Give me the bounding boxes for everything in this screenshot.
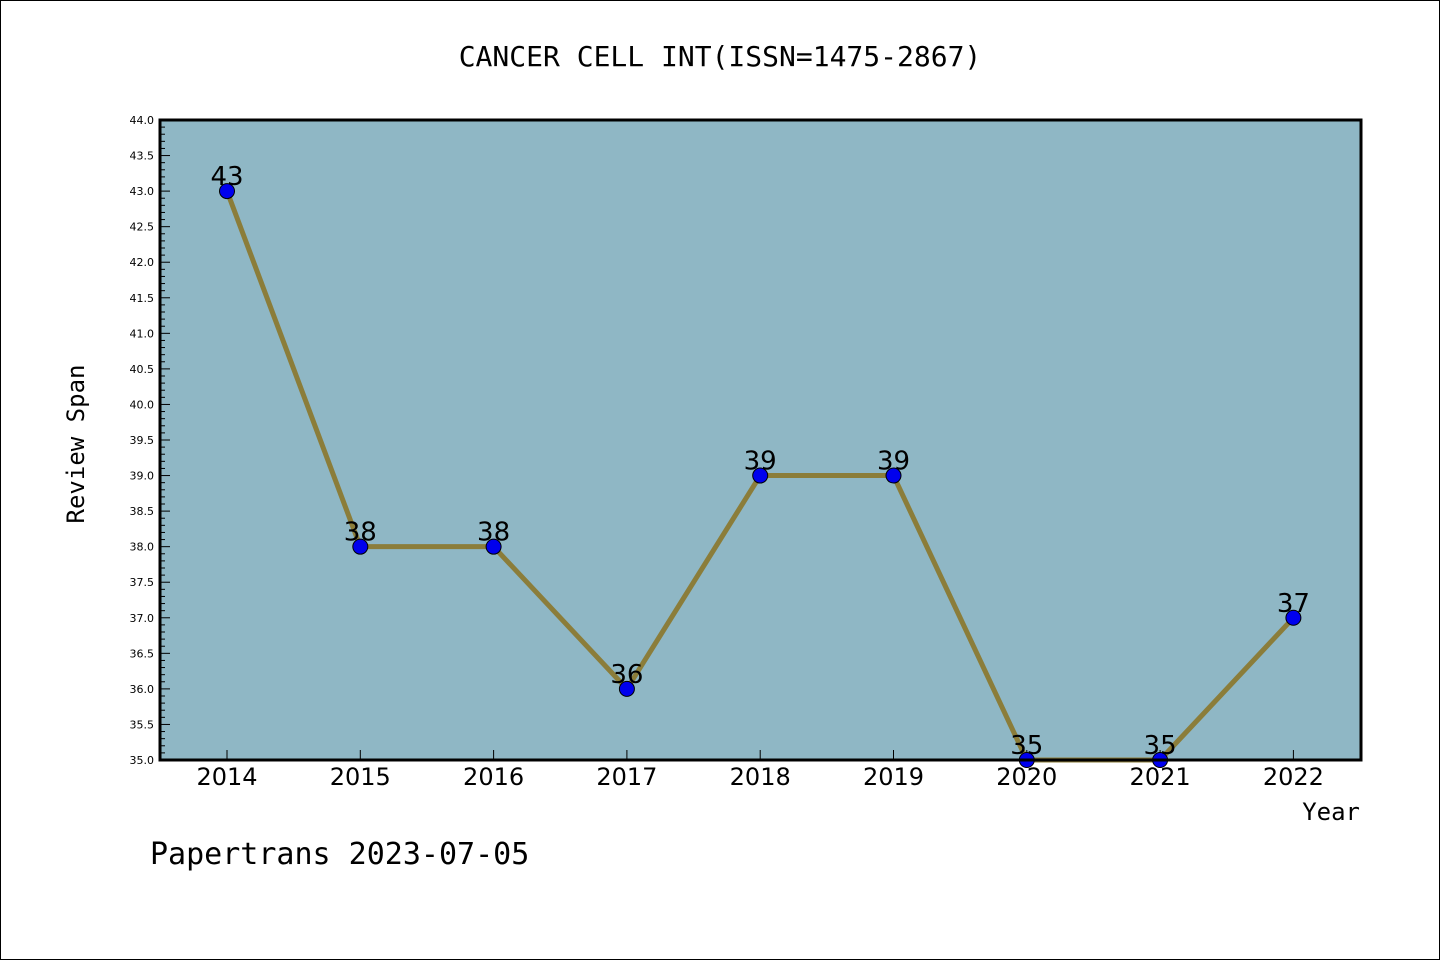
x-tick-label: 2016 <box>463 763 524 791</box>
data-point <box>885 467 902 484</box>
y-tick-label: 36.0 <box>130 683 155 696</box>
plot-border <box>158 118 1363 762</box>
data-label: 38 <box>344 518 377 548</box>
data-point <box>1285 609 1302 626</box>
data-point <box>352 538 369 555</box>
y-tick-label: 44.0 <box>130 114 155 127</box>
data-point <box>752 467 769 484</box>
data-point <box>219 183 235 200</box>
y-tick-label: 38.0 <box>130 541 155 554</box>
data-point <box>485 538 502 555</box>
y-tick-label: 39.0 <box>130 470 155 483</box>
data-label: 38 <box>477 518 510 548</box>
data-label: 39 <box>744 447 777 477</box>
x-tick-label: 2017 <box>596 763 657 791</box>
data-label: 35 <box>1144 731 1177 761</box>
data-label: 35 <box>1010 731 1043 761</box>
y-tick-label: 41.0 <box>130 327 155 340</box>
y-tick-label: 40.0 <box>130 398 155 411</box>
data-label: 39 <box>877 447 910 477</box>
y-tick-label: 43.5 <box>130 150 155 163</box>
data-label: 36 <box>610 660 643 690</box>
y-tick-label: 40.5 <box>130 363 155 376</box>
y-tick-label: 42.5 <box>130 221 155 234</box>
y-tick-label: 42.0 <box>130 256 155 269</box>
footer-note: Papertrans 2023-07-05 <box>150 837 529 872</box>
x-axis-label: Year <box>1302 798 1360 826</box>
y-axis: 35.0 35.5 36.0 36.5 37.0 37.5 38.0 38.5 39.0 39.5… <box>130 114 170 767</box>
chart-title: CANCER CELL INT(ISSN=1475-2867) <box>459 40 982 73</box>
x-tick-label: 2015 <box>330 763 391 791</box>
x-axis: 2014 2015 2016 2017 2018 2019 2020 2021 2022 <box>196 750 1324 791</box>
x-tick-label: 2018 <box>730 763 791 791</box>
y-tick-label: 39.5 <box>130 434 155 447</box>
data-label: 43 <box>210 162 243 192</box>
y-tick-label: 38.5 <box>130 505 155 518</box>
y-tick-label: 41.5 <box>130 292 155 305</box>
plot-area <box>160 120 1361 760</box>
data-point <box>618 680 635 697</box>
data-labels: 43 38 38 36 39 39 35 35 37 <box>210 162 1309 761</box>
y-axis-label: Review Span <box>62 365 90 524</box>
y-tick-label: 36.5 <box>130 647 155 660</box>
x-tick-label: 2019 <box>863 763 924 791</box>
y-tick-label: 35.0 <box>130 754 155 767</box>
y-tick-label: 37.5 <box>130 576 155 589</box>
data-label: 37 <box>1277 589 1310 619</box>
y-tick-label: 37.0 <box>130 612 155 625</box>
x-tick-label: 2014 <box>196 763 257 791</box>
x-tick-label: 2022 <box>1263 763 1324 791</box>
y-tick-label: 35.5 <box>130 718 155 731</box>
y-tick-label: 43.0 <box>130 185 155 198</box>
